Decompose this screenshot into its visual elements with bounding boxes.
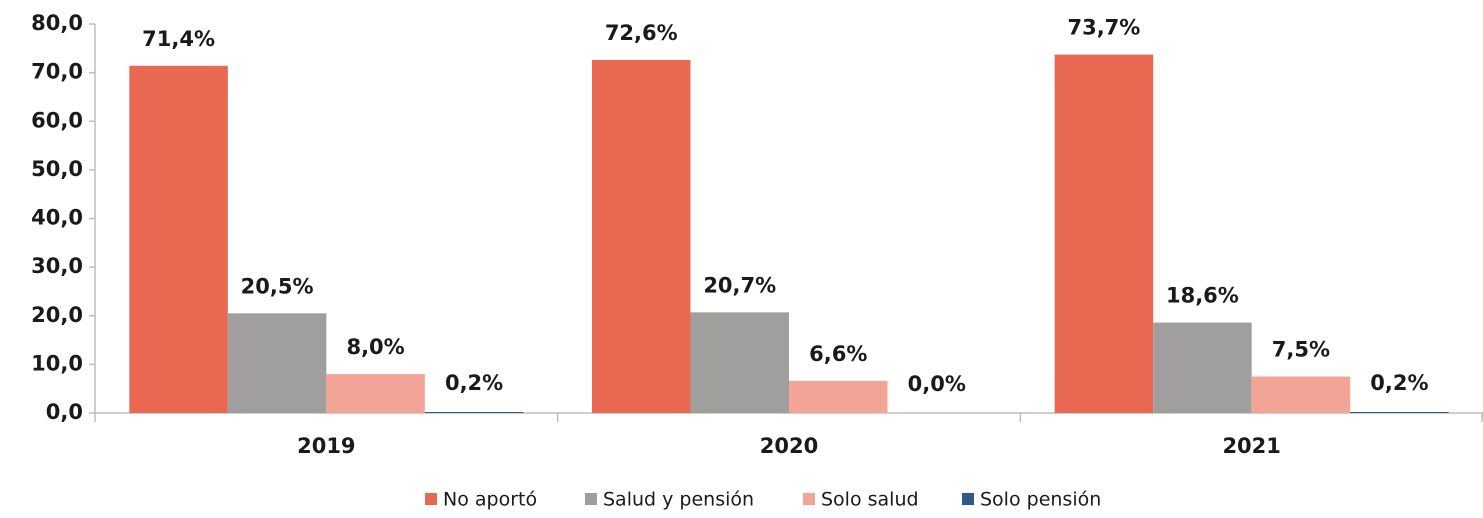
bar <box>1054 54 1154 413</box>
y-tick-label: 80,0 <box>31 11 83 35</box>
bar <box>227 313 327 413</box>
value-label: 0,2% <box>1370 371 1428 395</box>
value-label: 6,6% <box>809 342 867 366</box>
x-tick-label: 2021 <box>1222 434 1280 458</box>
bar <box>1153 322 1252 413</box>
value-label: 73,7% <box>1067 16 1140 40</box>
legend-label: Solo salud <box>821 489 919 511</box>
legend-label: No aportó <box>443 489 537 511</box>
y-tick-label: 50,0 <box>31 157 83 181</box>
y-tick-label: 70,0 <box>31 60 83 84</box>
y-tick-label: 20,0 <box>31 303 83 327</box>
value-label: 71,4% <box>142 27 215 51</box>
value-label: 72,6% <box>605 21 678 45</box>
y-tick-label: 10,0 <box>31 351 83 375</box>
bar <box>1251 376 1351 413</box>
legend-label: Solo pensión <box>980 489 1101 511</box>
y-tick-label: 60,0 <box>31 108 83 132</box>
bar <box>690 312 789 413</box>
y-tick-label: 40,0 <box>31 206 83 230</box>
y-tick-label: 0,0 <box>46 400 83 424</box>
y-tick-label: 30,0 <box>31 254 83 278</box>
bar <box>129 65 228 413</box>
legend-swatch <box>425 493 437 505</box>
legend-swatch <box>962 493 974 505</box>
bar <box>789 380 888 413</box>
bar <box>592 59 691 414</box>
bar <box>326 374 425 413</box>
value-label: 20,5% <box>241 274 314 298</box>
legend-swatch <box>585 493 597 505</box>
value-label: 8,0% <box>346 335 404 359</box>
x-tick-label: 2020 <box>760 434 818 458</box>
x-tick-label: 2019 <box>297 434 355 458</box>
value-label: 20,7% <box>703 273 776 297</box>
value-label: 7,5% <box>1272 338 1330 362</box>
value-label: 0,2% <box>445 371 503 395</box>
value-label: 0,0% <box>908 372 966 396</box>
legend-swatch <box>803 493 815 505</box>
legend-label: Salud y pensión <box>603 489 754 511</box>
bar <box>1350 412 1449 413</box>
value-label: 18,6% <box>1166 284 1239 308</box>
bar <box>424 412 524 413</box>
